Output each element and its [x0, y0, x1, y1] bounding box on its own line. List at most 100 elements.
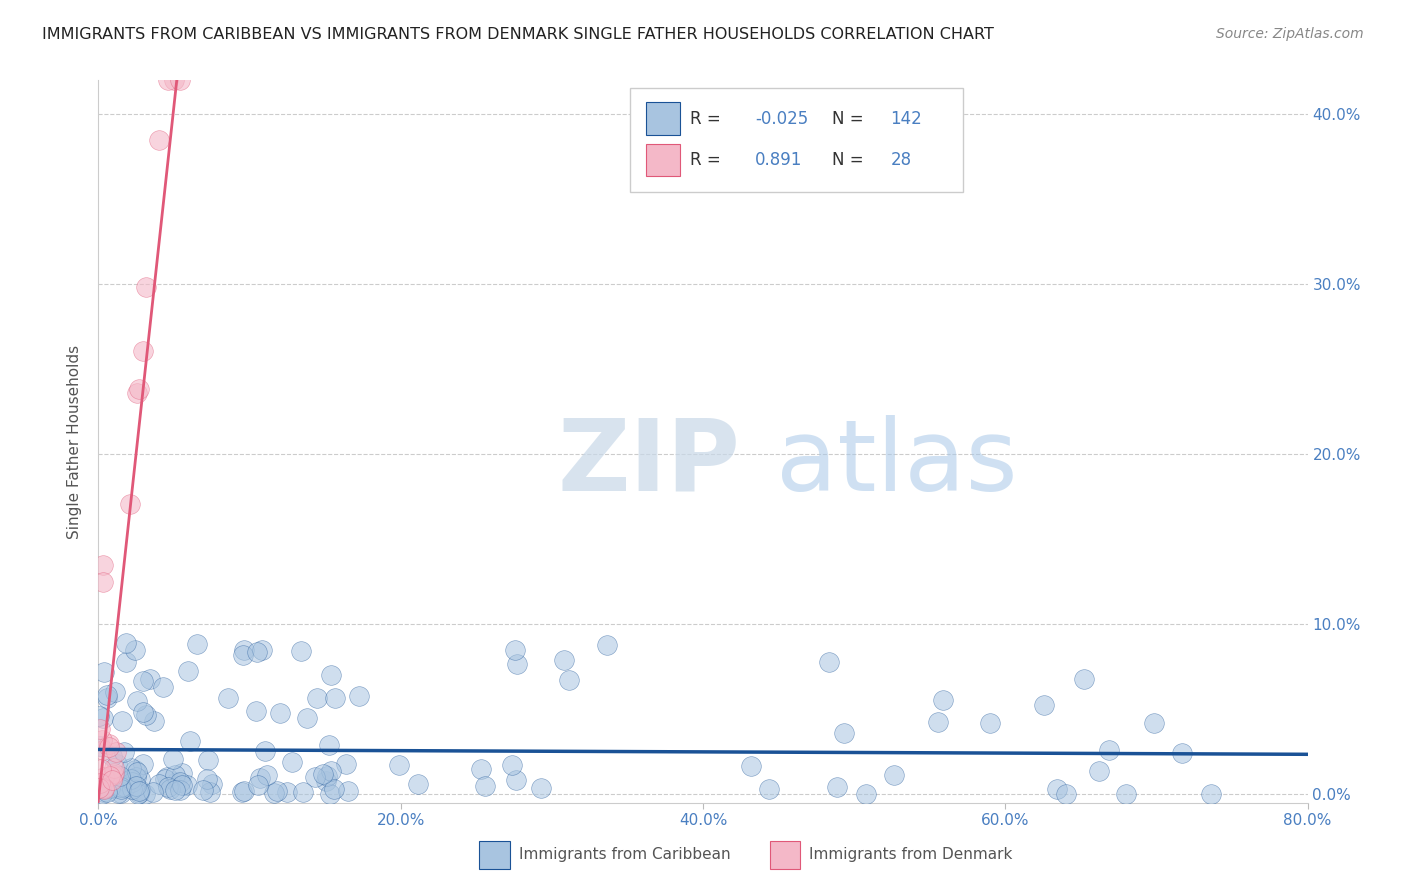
FancyBboxPatch shape [630, 87, 963, 193]
Point [269, 706, 291, 720]
Point [596, 638, 619, 652]
Text: 142: 142 [890, 110, 922, 128]
Point [114, 780, 136, 795]
Point [169, 782, 191, 797]
Point [118, 497, 141, 511]
Point [110, 786, 132, 800]
Point [165, 775, 187, 789]
Point [156, 780, 179, 794]
Point [247, 778, 270, 792]
Point [165, 782, 187, 797]
Point [124, 770, 146, 784]
Point [91, 743, 114, 757]
Point [132, 344, 155, 359]
Point [122, 772, 145, 786]
Point [91, 784, 114, 798]
Point [932, 693, 955, 707]
Point [129, 772, 152, 786]
Text: R =: R = [690, 110, 725, 128]
Text: R =: R = [690, 151, 731, 169]
Point [107, 786, 129, 800]
Point [162, 752, 184, 766]
Point [165, 768, 187, 782]
Point [169, 73, 191, 87]
Point [120, 772, 142, 786]
Point [105, 745, 128, 759]
Text: -0.025: -0.025 [755, 110, 808, 128]
Point [110, 780, 132, 794]
Point [124, 643, 146, 657]
Point [505, 772, 527, 787]
Point [1046, 781, 1069, 796]
Point [263, 786, 285, 800]
Text: ZIP: ZIP [558, 415, 741, 512]
Point [105, 757, 128, 772]
Point [125, 764, 148, 779]
Point [125, 694, 148, 708]
Point [134, 787, 156, 801]
Point [91, 781, 114, 796]
Point [127, 385, 149, 400]
Text: 28: 28 [890, 151, 911, 169]
Point [93, 782, 115, 797]
Text: atlas: atlas [776, 415, 1017, 512]
Point [312, 767, 335, 781]
Point [1115, 787, 1137, 801]
Point [883, 768, 905, 782]
Point [1143, 715, 1166, 730]
Point [89, 739, 111, 754]
Point [176, 778, 198, 792]
Point [198, 785, 221, 799]
Point [388, 758, 411, 772]
Point [281, 756, 304, 770]
Point [1073, 672, 1095, 686]
Point [103, 766, 125, 780]
Point [155, 772, 177, 786]
Point [530, 780, 553, 795]
Text: N =: N = [832, 110, 869, 128]
Point [87, 780, 110, 795]
Point [408, 777, 430, 791]
Point [276, 785, 298, 799]
Text: Source: ZipAtlas.com: Source: ZipAtlas.com [1216, 27, 1364, 41]
Point [250, 643, 273, 657]
Point [304, 771, 326, 785]
Point [474, 780, 496, 794]
Point [93, 770, 115, 784]
Point [1098, 743, 1121, 757]
Point [1199, 787, 1222, 801]
Text: Immigrants from Caribbean: Immigrants from Caribbean [519, 847, 731, 863]
Point [245, 645, 267, 659]
Y-axis label: Single Father Households: Single Father Households [67, 344, 83, 539]
Point [135, 707, 157, 722]
Point [101, 767, 124, 781]
Point [89, 722, 111, 736]
Point [142, 714, 165, 729]
Point [128, 786, 150, 800]
Point [170, 778, 193, 792]
Point [249, 772, 271, 786]
Point [470, 762, 492, 776]
Point [108, 779, 131, 793]
Point [290, 644, 312, 658]
Point [148, 133, 170, 147]
Point [103, 761, 125, 775]
Point [315, 774, 337, 789]
Point [191, 783, 214, 797]
Point [256, 767, 278, 781]
Point [740, 759, 762, 773]
Point [307, 690, 329, 705]
Point [979, 716, 1001, 731]
Point [266, 783, 288, 797]
Point [96, 691, 118, 706]
Point [201, 777, 224, 791]
Point [818, 655, 841, 669]
Point [148, 777, 170, 791]
Point [1171, 746, 1194, 760]
Point [505, 657, 527, 671]
Point [132, 757, 155, 772]
Point [505, 643, 527, 657]
Point [322, 781, 344, 796]
Point [104, 685, 127, 699]
Point [318, 738, 340, 752]
